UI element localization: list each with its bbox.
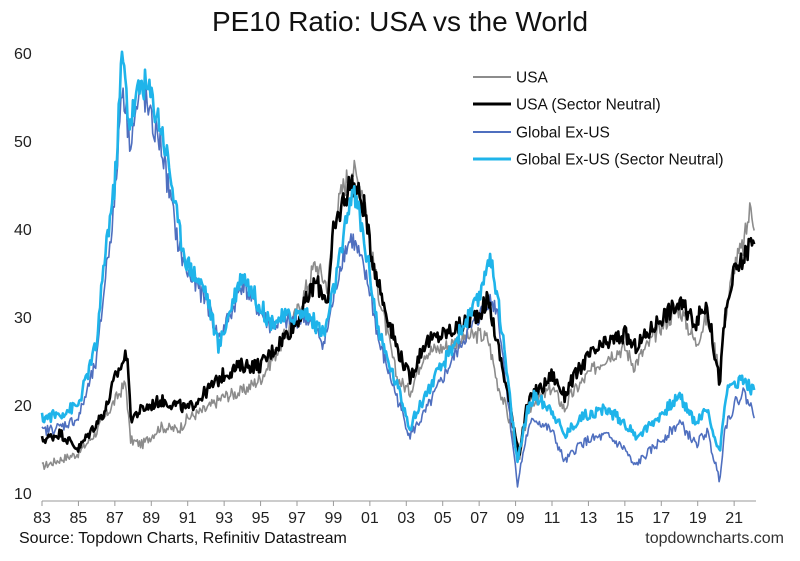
x-axis-ticks: 83 85 87 89 91 93 95 97 99 01 03 05 07 09 11 13 15 17 19 21: [33, 501, 743, 527]
x-tick-label: 09: [507, 510, 525, 527]
legend-label: Global Ex-US (Sector Neutral): [516, 152, 724, 169]
x-tick-label: 17: [652, 510, 670, 527]
x-tick-label: 95: [252, 510, 270, 527]
x-tick-label: 89: [142, 510, 160, 527]
y-tick-label: 10: [14, 486, 32, 503]
x-tick-label: 87: [106, 510, 124, 527]
legend: USA USA (Sector Neutral) Global Ex-US Globa…: [473, 70, 724, 169]
source-note: Source: Topdown Charts, Refinitiv Datast…: [19, 530, 347, 547]
usa-line: [41, 159, 755, 471]
x-tick-label: 83: [33, 510, 51, 527]
global-ex-us-sector-neutral-line: [40, 50, 756, 464]
global-ex-us-line: [41, 83, 755, 488]
x-tick-label: 01: [361, 510, 379, 527]
y-tick-label: 20: [14, 398, 32, 415]
y-axis-ticks: 10 20 30 40 50 60: [14, 46, 32, 503]
y-tick-label: 60: [14, 46, 32, 63]
usa-sector-neutral-line: [40, 174, 756, 456]
x-tick-label: 21: [725, 510, 743, 527]
x-tick-label: 93: [215, 510, 233, 527]
x-tick-label: 13: [580, 510, 598, 527]
x-tick-label: 15: [616, 510, 634, 527]
x-tick-label: 85: [70, 510, 88, 527]
watermark: topdowncharts.com: [645, 530, 784, 547]
legend-label: Global Ex-US: [516, 125, 610, 142]
y-tick-label: 30: [14, 310, 32, 327]
x-tick-label: 91: [179, 510, 197, 527]
legend-label: USA: [516, 70, 549, 87]
x-tick-label: 97: [288, 510, 306, 527]
chart-title: PE10 Ratio: USA vs the World: [211, 6, 589, 37]
x-tick-label: 05: [434, 510, 452, 527]
x-tick-label: 07: [470, 510, 488, 527]
y-tick-label: 50: [14, 134, 32, 151]
x-tick-label: 99: [325, 510, 343, 527]
y-tick-label: 40: [14, 222, 32, 239]
x-tick-label: 19: [689, 510, 707, 527]
x-tick-label: 11: [544, 510, 561, 527]
series-lines: [40, 50, 756, 488]
legend-label: USA (Sector Neutral): [516, 97, 661, 114]
x-tick-label: 03: [397, 510, 415, 527]
